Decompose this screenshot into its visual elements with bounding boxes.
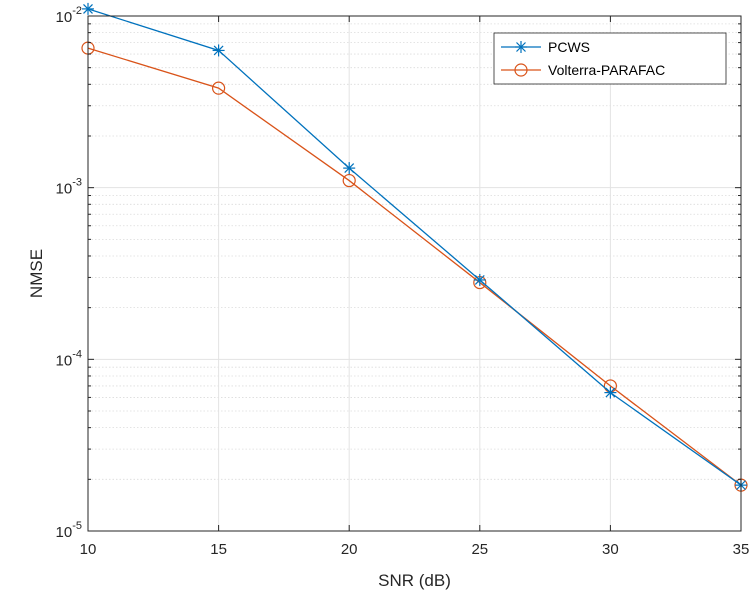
marker-stroke: [344, 163, 355, 174]
y-tick-label: 10-3: [56, 177, 82, 198]
plot-frame: [87, 15, 742, 532]
legend: PCWS Volterra-PARAFAC: [493, 32, 727, 85]
plot-area: [88, 16, 741, 531]
marker-stroke: [474, 275, 485, 285]
y-tick-label: 10-5: [56, 520, 82, 541]
data-point: [342, 173, 356, 188]
x-tick-label: 15: [210, 541, 227, 558]
data-point: [515, 41, 527, 53]
data-point: [473, 273, 486, 286]
y-tick-exponent: -2: [72, 5, 82, 17]
y-tick-base: 10: [56, 181, 73, 198]
y-tick-exponent: -5: [72, 520, 82, 532]
x-tick-label: 20: [341, 541, 358, 558]
legend-entry: Volterra-PARAFAC: [501, 62, 665, 78]
legend-label: Volterra-PARAFAC: [548, 62, 665, 78]
series-line: [87, 47, 742, 486]
data-point: [212, 44, 225, 57]
x-tick-label: 10: [80, 541, 97, 558]
y-axis-label: NMSE: [27, 249, 46, 298]
y-tick-base: 10: [56, 352, 73, 369]
data-point: [514, 63, 528, 77]
y-tick-exponent: -3: [72, 177, 82, 189]
minor-grid: [88, 23, 741, 480]
x-tick-label: 25: [471, 541, 488, 558]
marker-stroke: [83, 3, 93, 14]
x-tick-label: 35: [733, 541, 750, 558]
y-tick-base: 10: [56, 9, 73, 26]
data-point: [604, 386, 617, 399]
marker-stroke: [516, 42, 526, 52]
series-line: [87, 8, 742, 486]
legend-box: [493, 32, 727, 85]
marker-stroke: [213, 45, 224, 56]
x-tick-label: 30: [602, 541, 619, 558]
data-point: [82, 2, 94, 15]
x-axis-label: SNR (dB): [378, 571, 451, 590]
y-tick-base: 10: [56, 524, 73, 541]
marker-stroke: [605, 387, 616, 398]
y-tick-exponent: -4: [72, 348, 82, 360]
data-point: [343, 162, 356, 175]
axis-ticks: [87, 15, 742, 532]
legend-label: PCWS: [548, 39, 590, 55]
y-tick-labels: 10-510-410-310-2: [56, 5, 82, 541]
y-tick-label: 10-4: [56, 348, 82, 369]
y-tick-label: 10-2: [56, 5, 82, 26]
data-point: [212, 81, 226, 95]
legend-entry: PCWS: [501, 39, 590, 55]
x-tick-labels: 10 15 20 25 30 35: [80, 541, 750, 558]
